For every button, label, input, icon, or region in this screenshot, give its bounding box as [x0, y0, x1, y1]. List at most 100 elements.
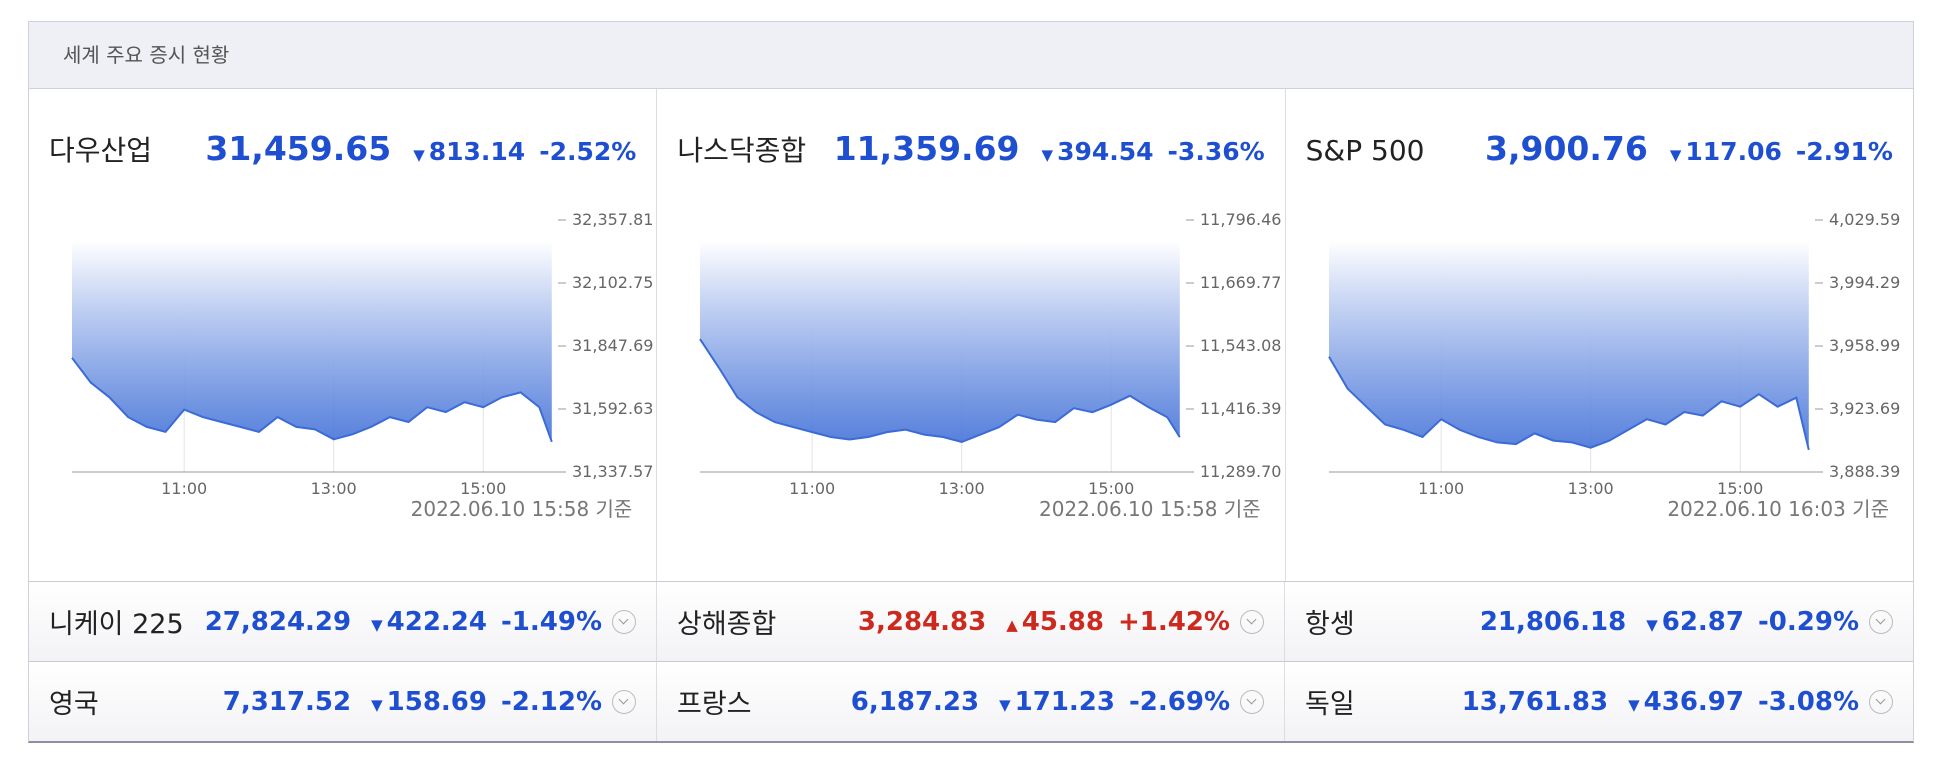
change-percent: -2.91%	[1795, 137, 1893, 166]
y-tick-label: 4,029.59	[1829, 210, 1900, 229]
change-amount: 158.69	[386, 686, 487, 717]
x-tick-label: 15:00	[460, 479, 506, 498]
index-value: 21,806.18	[1479, 606, 1627, 637]
y-tick-label: 3,888.39	[1829, 462, 1900, 481]
index-value: 3,284.83	[857, 606, 987, 637]
panels: 다우산업 31,459.65 ▼ 813.14 -2.52% 11:00 13:00 15:0…	[29, 89, 1913, 581]
line	[1327, 356, 1810, 451]
index-name: 니케이 225	[49, 609, 184, 640]
expand-button[interactable]	[1869, 689, 1893, 714]
x-tick-label: 11:00	[1418, 479, 1464, 498]
rows: 니케이 225 27,824.29 ▼ 422.24 -1.49% 상해종합 3,284.8…	[29, 581, 1913, 741]
quote-cell: 상해종합 3,284.83 ▲ 45.88 +1.42%	[657, 582, 1285, 661]
change-percent: -1.49%	[501, 606, 602, 637]
expand-button[interactable]	[612, 689, 636, 714]
mini-chart: 11:00 13:00 15:00 11,289.70 11,416.39 11,543.…	[699, 210, 1282, 498]
index-change: ▼ 117.06 -2.91%	[1670, 137, 1893, 166]
change-arrow: ▼	[1646, 615, 1658, 634]
y-tick-label: 32,357.81	[572, 210, 653, 229]
change-percent: -2.52%	[539, 137, 637, 166]
y-tick-label: 3,958.99	[1829, 336, 1900, 355]
change-amount: 813.14	[428, 137, 526, 166]
index-name: 상해종합	[677, 609, 777, 640]
line	[699, 338, 1181, 444]
expand-button[interactable]	[1240, 689, 1264, 714]
y-tick-label: 11,669.77	[1200, 273, 1281, 292]
panel: 나스닥종합 11,359.69 ▼ 394.54 -3.36% 11:00 13:00 15:…	[657, 89, 1286, 581]
change-arrow: ▼	[1628, 695, 1640, 714]
change-amount: 171.23	[1014, 686, 1115, 717]
x-tick-label: 11:00	[161, 479, 207, 498]
quote-cell: 항셍 21,806.18 ▼ 62.87 -0.29%	[1285, 582, 1913, 661]
index-change: ▼ 422.24 -1.49%	[371, 607, 602, 637]
index-name: S&P 500	[1305, 134, 1425, 167]
widget: 세계 주요 증시 현황 다우산업 31,459.65 ▼ 813.14 -2.52% 11…	[28, 21, 1914, 743]
area	[1328, 241, 1809, 450]
x-tick-label: 15:00	[1089, 479, 1135, 498]
panel-head: 나스닥종합 11,359.69 ▼ 394.54 -3.36%	[677, 129, 1264, 169]
panel: 다우산업 31,459.65 ▼ 813.14 -2.52% 11:00 13:00 15:0…	[29, 89, 658, 581]
change-percent: -0.29%	[1758, 606, 1859, 637]
index-name: 독일	[1305, 689, 1355, 720]
x-tick-label: 15:00	[1717, 479, 1763, 498]
quote-row: 영국 7,317.52 ▼ 158.69 -2.12% 프랑스 6,187.23 ▼ 171.2…	[29, 661, 1913, 741]
change-amount: 62.87	[1661, 606, 1744, 637]
quote-cell: 프랑스 6,187.23 ▼ 171.23 -2.69%	[657, 662, 1285, 741]
expand-button[interactable]	[1869, 609, 1893, 634]
index-value: 3,900.76	[1485, 129, 1648, 168]
timestamp: 2022.06.10 15:58 기준	[1038, 497, 1261, 521]
mini-chart: 11:00 13:00 15:00 3,888.39 3,923.69 3,958.99 3…	[1327, 210, 1900, 498]
index-change: ▲ 45.88 +1.42%	[1006, 607, 1230, 637]
index-name: 다우산업	[49, 134, 153, 167]
change-percent: -3.36%	[1167, 137, 1265, 166]
index-value: 11,359.69	[833, 129, 1020, 168]
change-amount: 45.88	[1021, 606, 1104, 637]
index-name: 나스닥종합	[677, 134, 807, 167]
change-percent: -2.69%	[1129, 686, 1230, 717]
y-tick-label: 32,102.75	[572, 273, 653, 292]
quote-cell: 독일 13,761.83 ▼ 436.97 -3.08%	[1285, 662, 1913, 741]
quote-cell: 니케이 225 27,824.29 ▼ 422.24 -1.49%	[29, 582, 657, 661]
y-tick-label: 31,337.57	[572, 462, 653, 481]
panel-head: 다우산업 31,459.65 ▼ 813.14 -2.52%	[49, 129, 636, 169]
line	[71, 357, 553, 443]
expand-button[interactable]	[612, 609, 636, 634]
index-name: 프랑스	[677, 689, 752, 720]
y-tick-label: 11,543.08	[1200, 336, 1281, 355]
change-arrow: ▼	[999, 695, 1011, 714]
y-tick-label: 3,923.69	[1829, 399, 1900, 418]
timestamp: 2022.06.10 15:58 기준	[410, 497, 633, 521]
y-tick-label: 31,592.63	[572, 399, 653, 418]
change-arrow: ▼	[371, 615, 383, 634]
index-name: 항셍	[1305, 609, 1355, 640]
index-change: ▼ 158.69 -2.12%	[371, 687, 602, 717]
y-tick-label: 11,289.70	[1200, 462, 1281, 481]
y-tick-label: 31,847.69	[572, 336, 653, 355]
x-tick-label: 11:00	[789, 479, 835, 498]
x-tick-label: 13:00	[1567, 479, 1613, 498]
index-change: ▼ 394.54 -3.36%	[1042, 137, 1265, 166]
index-value: 13,761.83	[1461, 686, 1609, 717]
area	[72, 241, 552, 442]
header-title: 세계 주요 증시 현황	[29, 22, 1913, 89]
change-amount: 436.97	[1643, 686, 1744, 717]
panel-head: S&P 500 3,900.76 ▼ 117.06 -2.91%	[1306, 129, 1893, 168]
index-change: ▼ 436.97 -3.08%	[1628, 687, 1859, 717]
area	[700, 241, 1181, 442]
timestamp: 2022.06.10 16:03 기준	[1667, 497, 1889, 521]
change-amount: 422.24	[386, 606, 487, 637]
change-arrow: ▼	[413, 146, 425, 164]
quote-cell: 영국 7,317.52 ▼ 158.69 -2.12%	[29, 662, 657, 741]
index-change: ▼ 171.23 -2.69%	[999, 687, 1230, 717]
expand-button[interactable]	[1240, 609, 1264, 634]
index-change: ▼ 813.14 -2.52%	[413, 137, 636, 166]
change-arrow: ▼	[1669, 146, 1682, 164]
index-value: 6,187.23	[850, 686, 980, 717]
panel: S&P 500 3,900.76 ▼ 117.06 -2.91% 11:00 13:00 15…	[1286, 89, 1913, 581]
change-amount: 117.06	[1685, 137, 1782, 166]
change-amount: 394.54	[1057, 137, 1154, 166]
quote-row: 니케이 225 27,824.29 ▼ 422.24 -1.49% 상해종합 3,284.8…	[29, 581, 1913, 661]
index-change: ▼ 62.87 -0.29%	[1646, 607, 1859, 637]
x-tick-label: 13:00	[939, 479, 985, 498]
